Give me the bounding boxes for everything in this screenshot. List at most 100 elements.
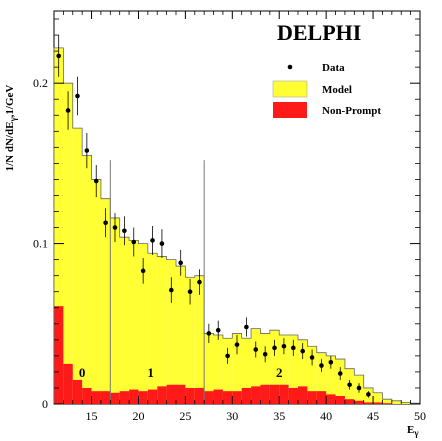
model-bar (335, 359, 345, 404)
x-tick-label: 35 (273, 409, 285, 423)
non-prompt-bar (129, 389, 139, 404)
model-bar (241, 338, 252, 404)
non-prompt-bar (373, 402, 383, 404)
non-prompt-bar (63, 363, 73, 404)
legend-swatch-model (272, 80, 308, 98)
data-point (169, 287, 174, 293)
legend-label: Non-Prompt (322, 105, 381, 117)
model-bar (251, 328, 261, 404)
data-point (75, 93, 80, 99)
non-prompt-bar (110, 392, 120, 404)
region-label-1: 1 (147, 365, 154, 380)
data-point (319, 363, 324, 368)
model-bar (147, 253, 158, 404)
non-prompt-bar (269, 384, 280, 404)
data-point (187, 289, 193, 295)
non-prompt-bar (279, 384, 289, 404)
non-prompt-bar (251, 386, 261, 404)
data-point (93, 178, 99, 184)
model-bar (326, 355, 336, 404)
non-prompt-bar (232, 391, 242, 404)
non-prompt-bar (54, 306, 64, 404)
non-prompt-bar (213, 389, 223, 404)
model-bar (54, 47, 64, 404)
non-prompt-bar (241, 387, 252, 404)
x-axis-label-main: E (407, 424, 414, 436)
model-bar (157, 256, 167, 404)
data-point (56, 53, 61, 59)
model-bar (232, 333, 242, 404)
model-bar (213, 335, 223, 404)
data-point (131, 239, 137, 245)
y-axis-label-unit: ,1/GeV (4, 85, 16, 118)
model-bar (91, 179, 101, 404)
non-prompt-bar (222, 391, 233, 404)
data-point (65, 108, 71, 113)
region-labels: 0 1 2 (79, 365, 283, 380)
chart-title: DELPHI (277, 20, 361, 45)
x-axis-label-sub: γ (413, 428, 419, 438)
model-bar (373, 392, 383, 404)
data-point (178, 260, 183, 266)
data-point (328, 359, 334, 365)
non-prompt-bar (138, 391, 148, 404)
model-bar (82, 155, 92, 404)
data-point (84, 148, 90, 153)
data-point (347, 382, 352, 388)
non-prompt-bar (344, 399, 355, 404)
data-point (122, 228, 127, 234)
data-point (112, 225, 118, 230)
non-prompt-bar (176, 384, 186, 404)
non-prompt-bar (326, 394, 336, 404)
x-tick-label: 25 (179, 409, 191, 423)
data-point (140, 268, 146, 274)
region-boundaries (109, 160, 205, 404)
model-bar (194, 275, 205, 404)
model-bar (100, 198, 111, 404)
y-axis-label-sub: γ (8, 117, 18, 123)
x-tick-label: 40 (320, 409, 332, 423)
non-prompt-bar (382, 403, 392, 404)
non-prompt-bar (185, 387, 195, 404)
data-point (262, 351, 268, 357)
model-bar (307, 346, 317, 404)
model-bar (119, 237, 130, 404)
non-prompt-histogram (54, 306, 392, 404)
data-point (150, 238, 155, 243)
data-point (272, 345, 277, 351)
data-point (337, 371, 343, 376)
model-bar (269, 330, 280, 404)
model-bar (72, 128, 83, 404)
model-bar (391, 400, 402, 404)
legend-label: Model (322, 84, 352, 96)
x-tick-label: 45 (367, 409, 379, 423)
data-point (300, 348, 305, 354)
model-bar (185, 277, 195, 404)
model-bar (260, 333, 270, 404)
data-point (206, 331, 212, 336)
model-bar (316, 352, 327, 404)
non-prompt-bar (260, 384, 270, 404)
y-axis-label-main: 1/N dN/dE (4, 122, 16, 172)
model-bar (129, 240, 139, 404)
non-prompt-bar (335, 395, 345, 404)
legend-swatch-non-prompt (273, 102, 307, 118)
model-bar (110, 217, 120, 404)
legend-label: Data (322, 62, 345, 74)
non-prompt-bar (100, 391, 111, 404)
non-prompt-bar (307, 391, 317, 404)
x-tick-label: 20 (132, 409, 144, 423)
region-label-0: 0 (79, 365, 86, 380)
data-point (197, 279, 202, 285)
non-prompt-bar (298, 386, 308, 404)
x-axis-label: Eγ (407, 424, 419, 438)
model-bar (138, 243, 148, 404)
data-points (56, 35, 371, 398)
non-prompt-bar (119, 391, 130, 404)
model-bar (288, 335, 298, 404)
model-bar (401, 402, 411, 404)
data-point (159, 241, 165, 246)
non-prompt-bar (147, 389, 158, 404)
